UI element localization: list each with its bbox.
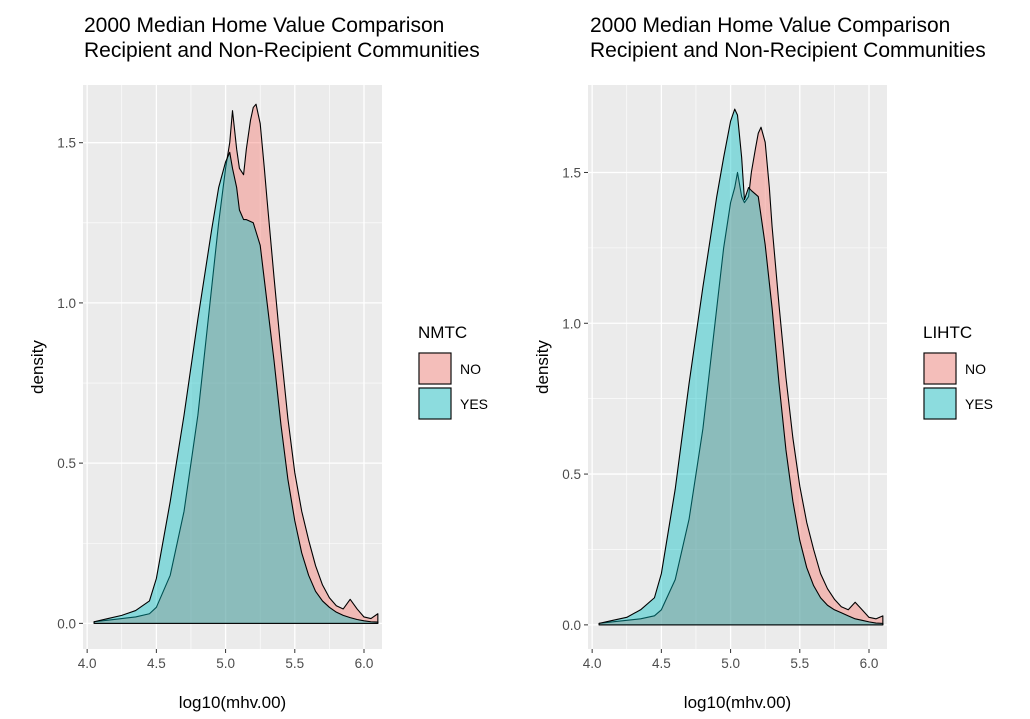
legend-title: LIHTC: [923, 323, 972, 342]
x-tick-label: 5.0: [216, 656, 235, 671]
y-tick-label: 0.0: [57, 616, 76, 631]
chart-title-line-2: Recipient and Non-Recipient Communities: [590, 39, 986, 62]
legend-key-background: [418, 387, 452, 420]
y-tick-label: 0.5: [57, 456, 76, 471]
chart-title: 2000 Median Home Value ComparisonRecipie…: [590, 14, 986, 62]
legend-swatch-no: [923, 352, 957, 385]
legend-label-yes: YES: [965, 396, 993, 412]
legend-key-background: [418, 352, 452, 385]
legend-label-yes: YES: [460, 396, 488, 412]
legend-label-no: NO: [965, 361, 986, 377]
legend: NMTC NO YES: [418, 323, 488, 420]
legend-key-background: [923, 387, 957, 420]
legend-key-background: [923, 352, 957, 385]
x-tick-label: 6.0: [860, 656, 879, 671]
legend-title: NMTC: [418, 323, 467, 342]
legend-swatch-no: [418, 352, 452, 385]
y-tick-label: 0.5: [562, 467, 581, 482]
y-axis-title: density: [533, 340, 552, 394]
density-area-no: [93, 103, 379, 624]
density-area-no: [598, 126, 884, 626]
chart-title-line-2: Recipient and Non-Recipient Communities: [84, 39, 480, 62]
x-axis-title: log10(mhv.00): [684, 693, 791, 712]
y-tick-label: 1.0: [562, 316, 581, 331]
chart-panel-1: 2000 Median Home Value ComparisonRecipie…: [28, 14, 488, 712]
chart-title-line-1: 2000 Median Home Value Comparison: [84, 14, 444, 37]
x-tick-label: 5.5: [790, 656, 809, 671]
x-tick-label: 5.5: [285, 656, 304, 671]
legend: LIHTC NO YES: [923, 323, 993, 420]
x-tick-label: 4.5: [147, 656, 166, 671]
chart-panel-2: 2000 Median Home Value ComparisonRecipie…: [533, 14, 993, 712]
legend-swatch-yes: [923, 387, 957, 420]
legend-label-no: NO: [460, 361, 481, 377]
chart-title: 2000 Median Home Value ComparisonRecipie…: [84, 14, 480, 62]
x-tick-label: 6.0: [355, 656, 374, 671]
x-axis-title: log10(mhv.00): [179, 693, 286, 712]
legend-swatch-yes: [418, 387, 452, 420]
plot-background: [588, 85, 887, 649]
plot-background: [83, 85, 382, 649]
x-tick-label: 4.5: [652, 656, 671, 671]
y-axis-title: density: [28, 340, 47, 394]
y-tick-label: 1.5: [57, 136, 76, 151]
y-tick-label: 0.0: [562, 618, 581, 633]
density-area-yes: [598, 108, 884, 626]
y-tick-label: 1.5: [562, 165, 581, 180]
x-tick-label: 4.0: [78, 656, 97, 671]
x-tick-label: 5.0: [721, 656, 740, 671]
x-tick-label: 4.0: [583, 656, 602, 671]
y-tick-label: 1.0: [57, 296, 76, 311]
chart-title-line-1: 2000 Median Home Value Comparison: [590, 14, 950, 37]
density-area-yes: [93, 151, 379, 624]
